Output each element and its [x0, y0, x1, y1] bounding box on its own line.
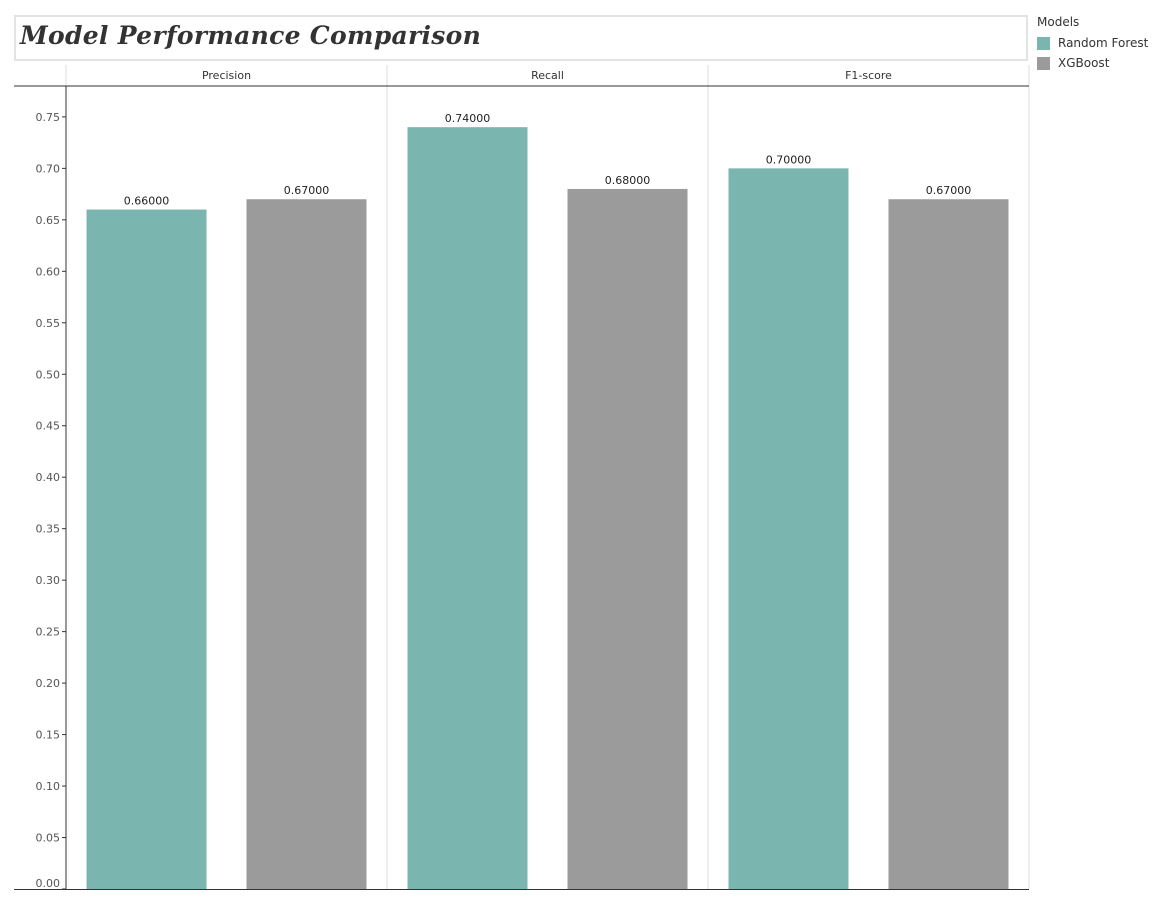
y-tick-label: 0.50	[36, 368, 61, 381]
y-tick-label: 0.00	[36, 877, 61, 890]
data-label-xgboost-recall: 0.68000	[605, 174, 651, 187]
legend-item-random-forest[interactable]: Random Forest	[1037, 33, 1148, 53]
y-tick-label: 0.45	[36, 420, 61, 433]
bar-xgboost-f1-score	[888, 199, 1009, 889]
y-tick-label: 0.65	[36, 214, 61, 227]
y-tick-label: 0.70	[36, 162, 61, 175]
bar-random-forest-precision	[86, 209, 207, 890]
bar-random-forest-recall	[407, 127, 528, 889]
y-tick-label: 0.25	[36, 626, 61, 639]
bar-layer	[86, 127, 1009, 890]
bar-xgboost-precision	[246, 199, 367, 889]
y-tick-label: 0.60	[36, 265, 61, 278]
legend-swatch-xgboost	[1037, 56, 1050, 70]
chart-title-box: Model Performance Comparison	[14, 15, 1028, 61]
bar-random-forest-f1-score	[728, 168, 849, 889]
legend-label-xgboost: XGBoost	[1058, 56, 1110, 70]
facet-header-f1-score: F1-score	[845, 69, 892, 82]
legend-label-random-forest: Random Forest	[1058, 36, 1149, 50]
legend-item-xgboost[interactable]: XGBoost	[1037, 53, 1148, 73]
bar-xgboost-recall	[567, 188, 688, 889]
legend-title: Models	[1037, 15, 1080, 29]
data-label-xgboost-f1-score: 0.67000	[926, 184, 972, 197]
facet-header-precision: Precision	[202, 69, 251, 82]
label-layer: Precision Recall F1-score 0.00 0.05 0.10 0.15 0…	[36, 69, 972, 890]
legend: Models Random Forest XGBoost	[1037, 15, 1148, 73]
axis-layer	[14, 65, 1030, 890]
y-tick-label: 0.35	[36, 523, 61, 536]
y-tick-label: 0.75	[36, 111, 61, 124]
y-tick-label: 0.15	[36, 729, 61, 742]
data-label-xgboost-precision: 0.67000	[284, 184, 330, 197]
data-label-random-forest-f1-score: 0.70000	[766, 153, 812, 166]
y-tick-label: 0.05	[36, 832, 61, 845]
y-tick-label: 0.10	[36, 780, 61, 793]
y-tick-label: 0.55	[36, 317, 61, 330]
data-label-random-forest-recall: 0.74000	[445, 112, 491, 125]
y-tick-label: 0.30	[36, 574, 61, 587]
legend-swatch-random-forest	[1037, 36, 1050, 50]
y-tick-label: 0.20	[36, 677, 61, 690]
facet-header-recall: Recall	[531, 69, 564, 82]
chart-title: Model Performance Comparison	[20, 21, 482, 50]
data-label-random-forest-precision: 0.66000	[124, 195, 170, 208]
y-tick-label: 0.40	[36, 471, 61, 484]
